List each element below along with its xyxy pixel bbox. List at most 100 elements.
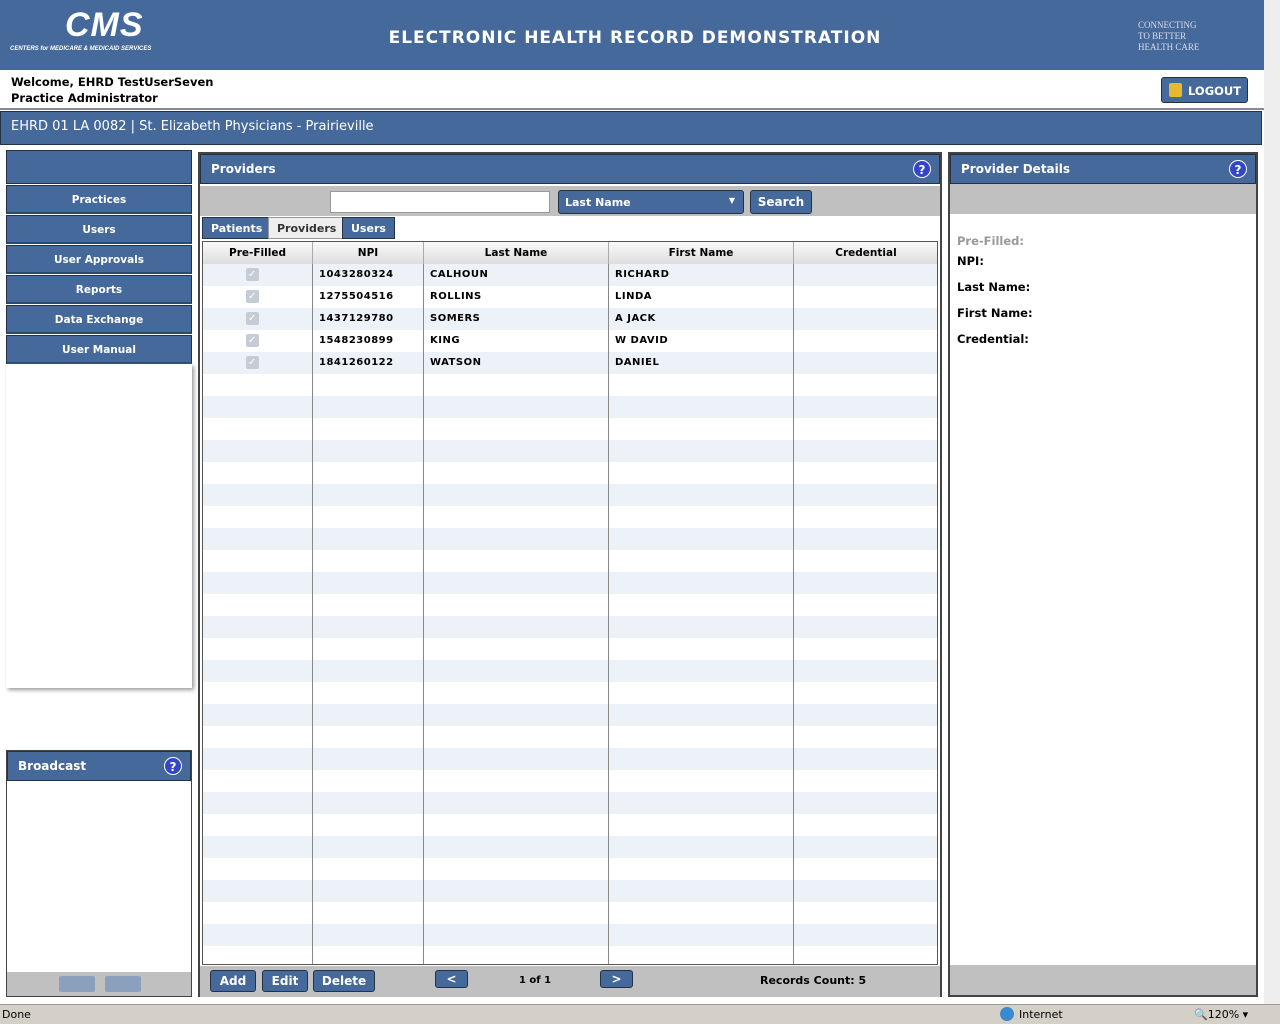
provider-details-panel: Provider Details? Pre-Filled: NPI: Last … — [948, 152, 1258, 997]
prev-page-button[interactable]: < — [435, 970, 468, 988]
next-page-button[interactable]: > — [600, 970, 633, 988]
nav-reports[interactable]: Reports — [6, 275, 192, 304]
details-header: Provider Details? — [950, 154, 1256, 184]
empty-cell — [794, 814, 937, 836]
empty-cell — [313, 946, 424, 964]
details-toolbar — [950, 184, 1256, 214]
prefilled-checkbox-cell: ✓ — [203, 308, 313, 330]
empty-cell — [313, 374, 424, 396]
page-indicator: 1 of 1 — [518, 975, 552, 986]
empty-cell — [424, 572, 609, 594]
empty-cell — [203, 858, 313, 880]
empty-cell — [424, 374, 609, 396]
search-button[interactable]: Search — [750, 190, 812, 214]
npi-cell: 1437129780 — [313, 308, 424, 330]
empty-cell — [794, 616, 937, 638]
detail-npi-label: NPI: — [957, 254, 984, 268]
empty-cell — [203, 572, 313, 594]
empty-row — [203, 748, 937, 770]
logout-button[interactable]: LOGOUT — [1161, 77, 1248, 103]
zoom-level[interactable]: 🔍120% ▾ — [1194, 1008, 1249, 1021]
empty-cell — [313, 660, 424, 682]
empty-cell — [424, 462, 609, 484]
empty-cell — [609, 396, 794, 418]
npi-cell: 1043280324 — [313, 264, 424, 286]
empty-row — [203, 814, 937, 836]
help-icon[interactable]: ? — [1229, 160, 1247, 178]
add-button[interactable]: Add — [210, 970, 256, 992]
search-field-select[interactable]: Last Name ▼ — [558, 190, 744, 214]
empty-cell — [313, 506, 424, 528]
prefilled-checkbox-cell: ✓ — [203, 330, 313, 352]
broadcast-next-button[interactable] — [105, 976, 141, 992]
table-row[interactable]: ✓ 1275504516 ROLLINS LINDA — [203, 286, 937, 308]
empty-cell — [313, 792, 424, 814]
prefilled-checkbox-cell: ✓ — [203, 264, 313, 286]
empty-cell — [313, 814, 424, 836]
tab-users[interactable]: Users — [342, 217, 395, 239]
checkbox-icon: ✓ — [246, 267, 259, 281]
empty-cell — [203, 396, 313, 418]
checkbox-icon: ✓ — [246, 355, 259, 369]
column-header-credential[interactable]: Credential — [794, 242, 937, 264]
empty-cell — [424, 836, 609, 858]
empty-cell — [203, 836, 313, 858]
empty-row — [203, 902, 937, 924]
column-header-npi[interactable]: NPI — [313, 242, 424, 264]
records-count: Records Count: 5 — [760, 974, 867, 987]
page-scrollbar[interactable] — [1264, 0, 1280, 1004]
table-row[interactable]: ✓ 1841260122 WATSON DANIEL — [203, 352, 937, 374]
empty-cell — [424, 418, 609, 440]
nav-users[interactable]: Users — [6, 215, 192, 244]
help-icon[interactable]: ? — [913, 160, 931, 178]
search-input[interactable] — [330, 191, 550, 213]
tab-providers[interactable]: Providers — [268, 217, 346, 239]
empty-row — [203, 374, 937, 396]
empty-row — [203, 528, 937, 550]
delete-button[interactable]: Delete — [313, 970, 375, 992]
empty-cell — [203, 704, 313, 726]
empty-cell — [313, 858, 424, 880]
providers-table: Pre-Filled NPI Last Name First Name Credenti… — [202, 241, 938, 965]
empty-cell — [424, 770, 609, 792]
status-text: Done — [2, 1008, 31, 1021]
empty-cell — [313, 440, 424, 462]
help-icon[interactable]: ? — [164, 757, 182, 775]
nav-user-approvals[interactable]: User Approvals — [6, 245, 192, 274]
empty-cell — [203, 814, 313, 836]
empty-row — [203, 660, 937, 682]
credential-cell — [794, 330, 937, 352]
empty-cell — [313, 396, 424, 418]
table-row[interactable]: ✓ 1548230899 KING W DAVID — [203, 330, 937, 352]
broadcast-prev-button[interactable] — [59, 976, 95, 992]
empty-cell — [203, 880, 313, 902]
header-banner — [0, 0, 1264, 70]
empty-row — [203, 946, 937, 964]
table-row[interactable]: ✓ 1437129780 SOMERS A JACK — [203, 308, 937, 330]
practice-bar: EHRD 01 LA 0082 | St. Elizabeth Physicia… — [0, 111, 1262, 145]
table-row[interactable]: ✓ 1043280324 CALHOUN RICHARD — [203, 264, 937, 286]
nav-data-exchange[interactable]: Data Exchange — [6, 305, 192, 334]
checkbox-icon: ✓ — [246, 333, 259, 347]
column-header-first-name[interactable]: First Name — [609, 242, 794, 264]
checkbox-icon: ✓ — [246, 311, 259, 325]
empty-cell — [424, 924, 609, 946]
empty-cell — [609, 924, 794, 946]
empty-cell — [609, 748, 794, 770]
prefilled-checkbox-cell: ✓ — [203, 286, 313, 308]
column-header-last-name[interactable]: Last Name — [424, 242, 609, 264]
edit-button[interactable]: Edit — [262, 970, 308, 992]
nav-user-manual[interactable]: User Manual — [6, 335, 192, 364]
app-title: ELECTRONIC HEALTH RECORD DEMONSTRATION — [388, 28, 882, 48]
empty-cell — [794, 374, 937, 396]
empty-cell — [609, 836, 794, 858]
last-name-cell: KING — [424, 330, 609, 352]
nav-practices[interactable]: Practices — [6, 185, 192, 214]
empty-cell — [203, 374, 313, 396]
empty-row — [203, 616, 937, 638]
empty-cell — [313, 836, 424, 858]
detail-last-name-label: Last Name: — [957, 280, 1031, 294]
user-role: Practice Administrator — [11, 91, 158, 105]
column-header-prefilled[interactable]: Pre-Filled — [203, 242, 313, 264]
tab-patients[interactable]: Patients — [202, 217, 272, 239]
